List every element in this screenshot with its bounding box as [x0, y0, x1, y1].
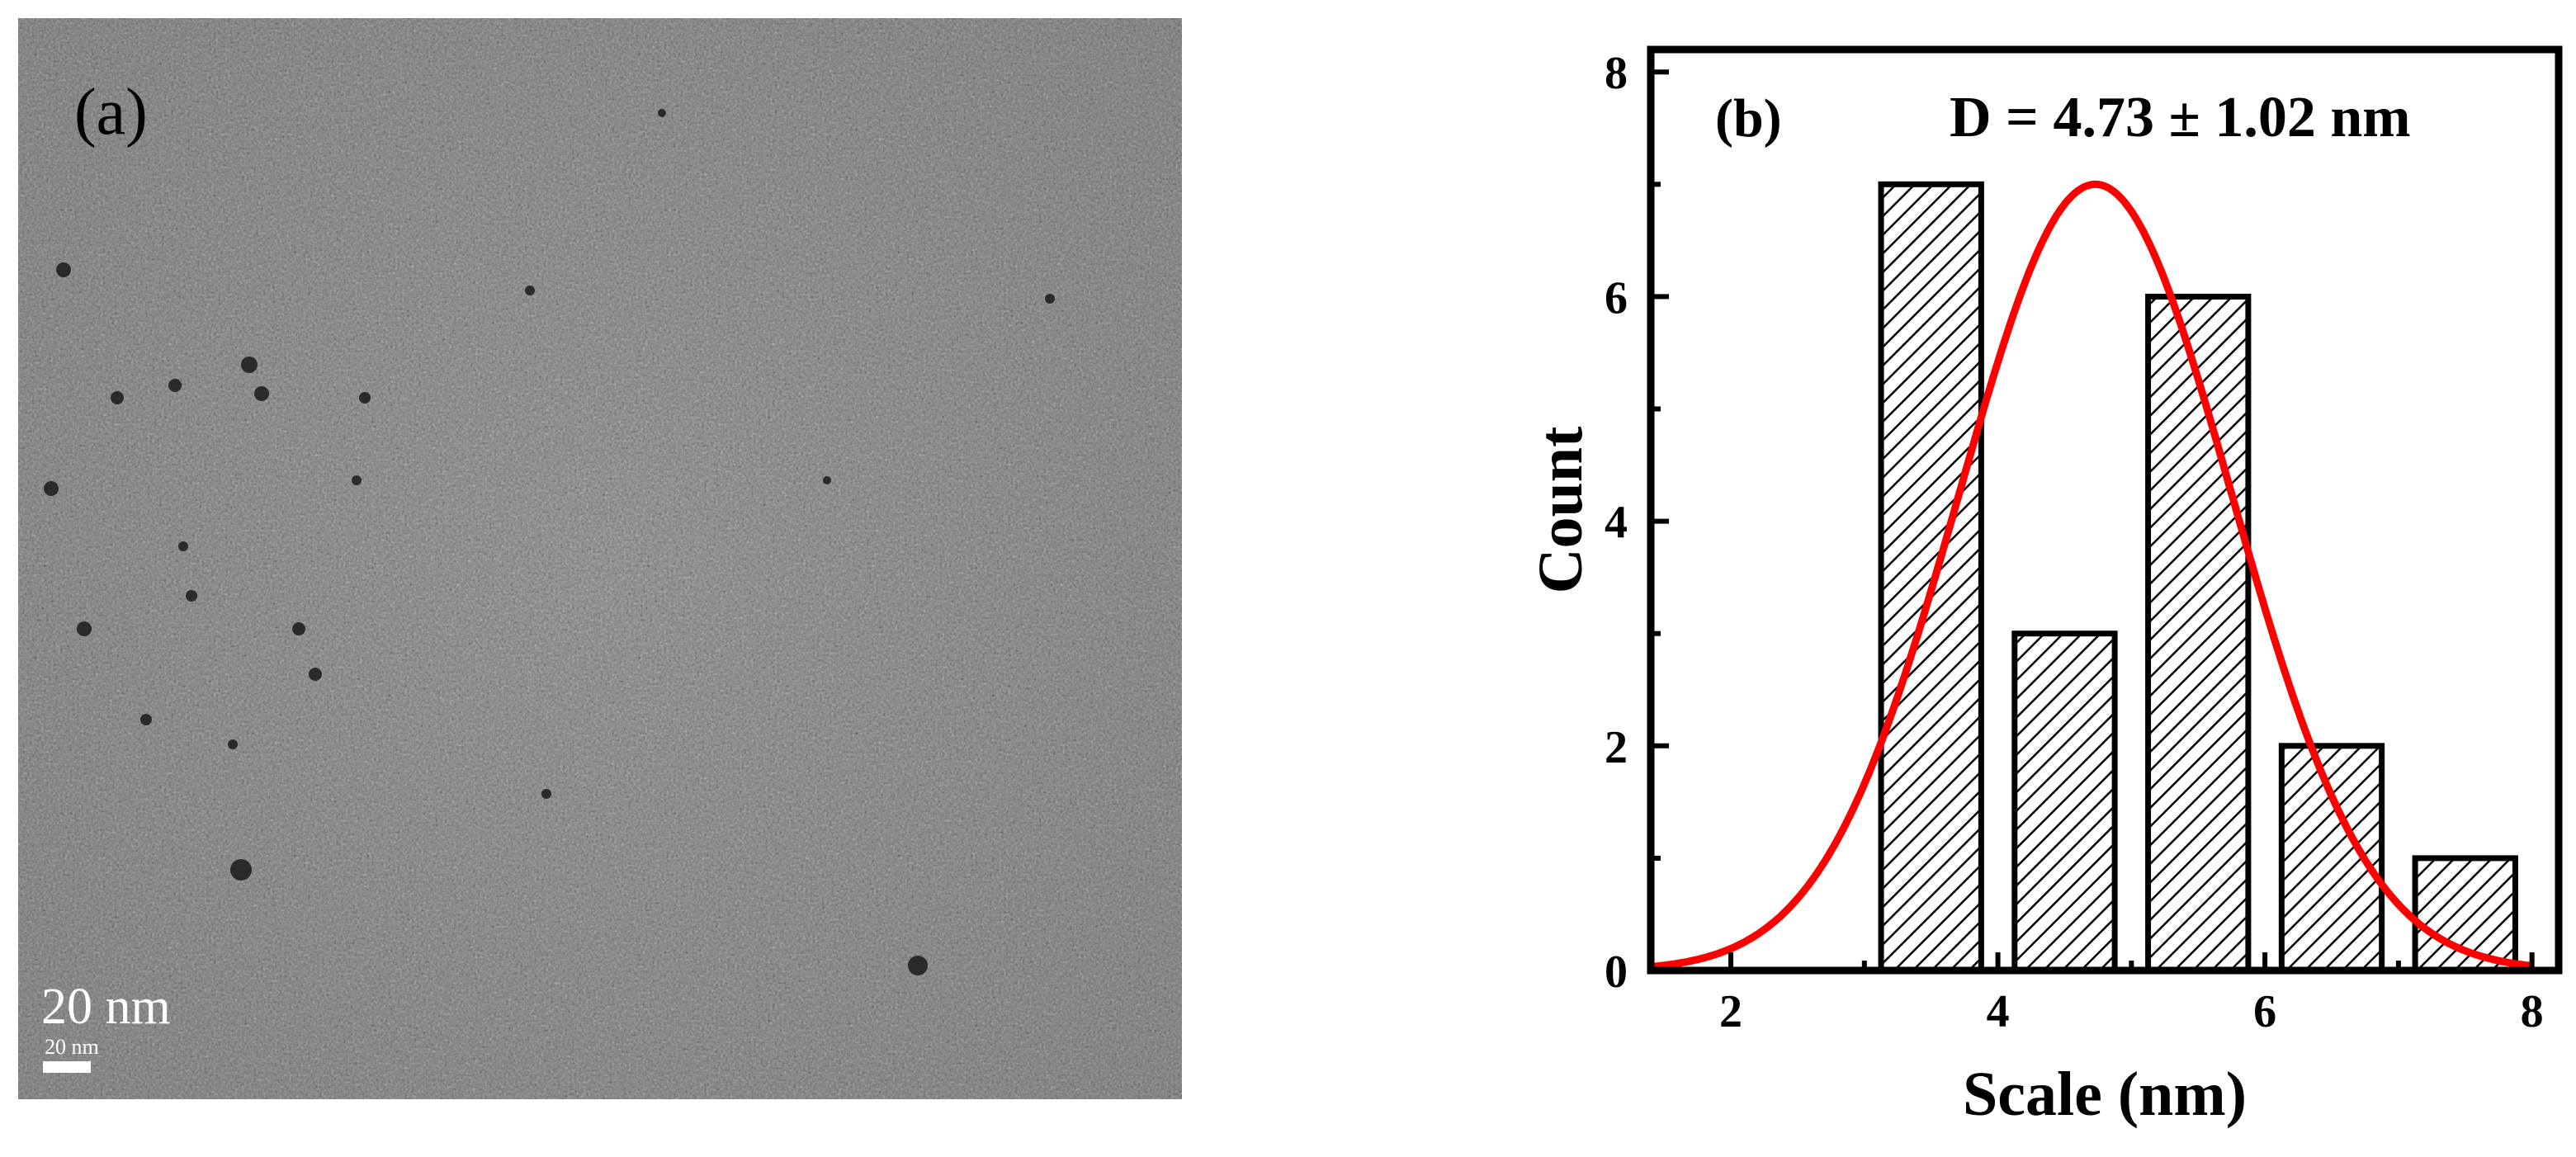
histogram-panel: 2 4 6 8 0 2 4 6 8 (b) D = 4.73 ± 1.02 nm Scale …: [1486, 33, 2576, 1153]
nanoparticle: [352, 475, 362, 485]
tem-image-panel: (a) 20 nm 20 nm: [18, 18, 1182, 1099]
x-tick-label: 6: [2253, 986, 2276, 1037]
nanoparticle: [823, 476, 831, 484]
scale-bar-label: 20 nm: [41, 979, 171, 1035]
scale-bar: [43, 1061, 91, 1073]
nanoparticle: [228, 739, 238, 749]
nanoparticle: [908, 956, 928, 975]
nanoparticle: [254, 386, 269, 401]
nanoparticle: [241, 357, 258, 373]
x-tick-label: 2: [1719, 986, 1742, 1037]
nanoparticle: [168, 379, 182, 392]
nanoparticle: [1045, 294, 1055, 304]
nanoparticle: [309, 668, 322, 681]
x-axis-label: Scale (nm): [1963, 1060, 2247, 1129]
nanoparticle: [140, 714, 152, 725]
y-tick-label: 8: [1605, 48, 1628, 99]
histogram-bar: [2011, 630, 2118, 974]
y-axis-label: Count: [1526, 427, 1595, 594]
histogram-bar: [2412, 855, 2518, 974]
nanoparticle: [359, 392, 371, 404]
y-tick-label: 2: [1605, 722, 1628, 773]
nanoparticle: [186, 590, 197, 602]
panel-b-label: (b): [1715, 88, 1782, 149]
nanoparticle: [658, 109, 666, 117]
gaussian-fit-curve: [1650, 180, 2532, 970]
y-tick-label: 4: [1605, 498, 1628, 549]
nanoparticle: [178, 541, 188, 551]
tem-micrograph: (a) 20 nm 20 nm: [18, 18, 1182, 1099]
x-tick-label: 8: [2521, 986, 2544, 1037]
histogram-bar: [2145, 293, 2252, 974]
histogram-bar: [1878, 181, 1984, 974]
nanoparticle: [541, 789, 551, 799]
nanoparticle: [525, 286, 535, 295]
x-tick-label: 4: [1987, 986, 2010, 1037]
nanoparticles: [44, 109, 1055, 975]
panel-a-label: (a): [74, 76, 148, 149]
nanoparticle: [111, 391, 124, 404]
nanoparticle: [44, 481, 59, 496]
nanoparticle: [292, 622, 305, 635]
nanoparticle: [230, 859, 252, 881]
nanoparticle: [77, 621, 92, 636]
y-tick-label: 6: [1605, 272, 1628, 323]
size-histogram: 2 4 6 8 0 2 4 6 8 (b) D = 4.73 ± 1.02 nm Scale …: [1526, 45, 2563, 1129]
plot-frame: [1647, 45, 2563, 975]
micrograph-vignette: [18, 18, 1182, 1099]
nanoparticle: [56, 262, 71, 277]
mean-diameter-annotation: D = 4.73 ± 1.02 nm: [1950, 86, 2411, 149]
scale-bar-small-label: 20 nm: [45, 1035, 99, 1059]
y-tick-label: 0: [1605, 947, 1628, 998]
